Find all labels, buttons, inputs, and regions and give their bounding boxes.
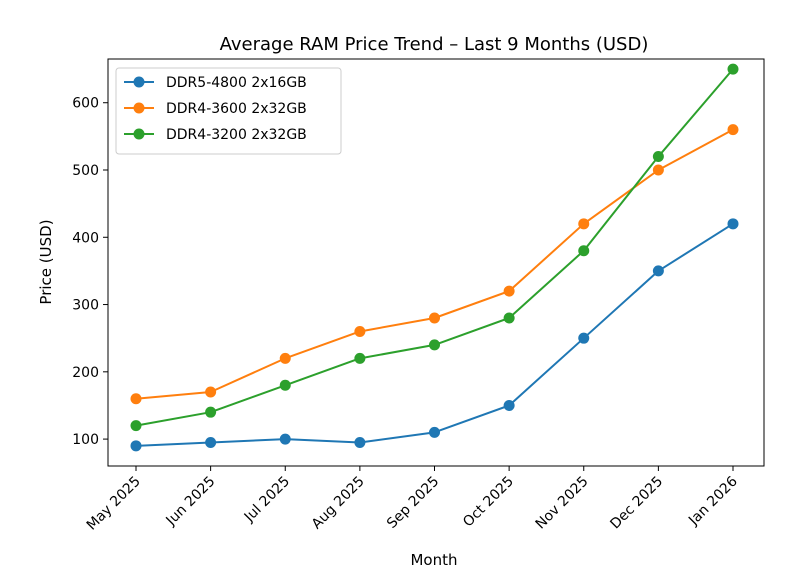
data-point (205, 436, 217, 448)
data-point (727, 124, 739, 136)
y-tick-label: 500 (72, 163, 99, 179)
data-point (130, 393, 142, 405)
y-tick-label: 400 (72, 230, 99, 246)
data-point (578, 218, 590, 230)
data-point (130, 440, 142, 452)
data-point (503, 285, 515, 297)
data-point (503, 399, 515, 411)
legend-marker (133, 76, 145, 88)
y-axis-label: Price (USD) (37, 219, 55, 304)
data-point (279, 352, 291, 364)
legend-label: DDR5-4800 2x16GB (166, 75, 307, 91)
data-point (205, 386, 217, 398)
plot-area (130, 63, 739, 452)
plot-frame (107, 58, 765, 467)
y-tick-label: 600 (72, 96, 99, 112)
data-point (652, 164, 664, 176)
data-point (578, 332, 590, 344)
data-point (205, 406, 217, 418)
legend-marker (133, 128, 145, 140)
x-axis-label: Month (410, 551, 457, 569)
y-axis: 100 200 300 400 500 600 (72, 96, 108, 448)
y-tick-label: 100 (72, 432, 99, 448)
data-point (727, 63, 739, 75)
y-tick-label: 300 (72, 298, 99, 314)
data-point (727, 218, 739, 230)
legend-box (115, 67, 342, 155)
legend: DDR5-4800 2x16GB DDR4-3600 2x32GB DDR4-320… (115, 67, 342, 155)
data-point (354, 325, 366, 337)
chart-title: Average RAM Price Trend – Last 9 Months … (220, 34, 649, 55)
data-point (429, 339, 440, 351)
data-point (354, 352, 366, 364)
legend-marker (133, 102, 145, 114)
data-point (652, 151, 664, 163)
data-point (429, 312, 440, 324)
data-point (503, 312, 515, 324)
data-point (279, 379, 291, 391)
legend-label: DDR4-3600 2x32GB (166, 101, 307, 117)
data-point (279, 433, 291, 445)
y-tick-label: 200 (72, 365, 99, 381)
data-point (429, 426, 440, 438)
data-point (130, 420, 142, 432)
legend-label: DDR4-3200 2x32GB (166, 127, 307, 143)
data-point (652, 265, 664, 277)
data-point (354, 436, 366, 448)
data-point (578, 245, 590, 257)
